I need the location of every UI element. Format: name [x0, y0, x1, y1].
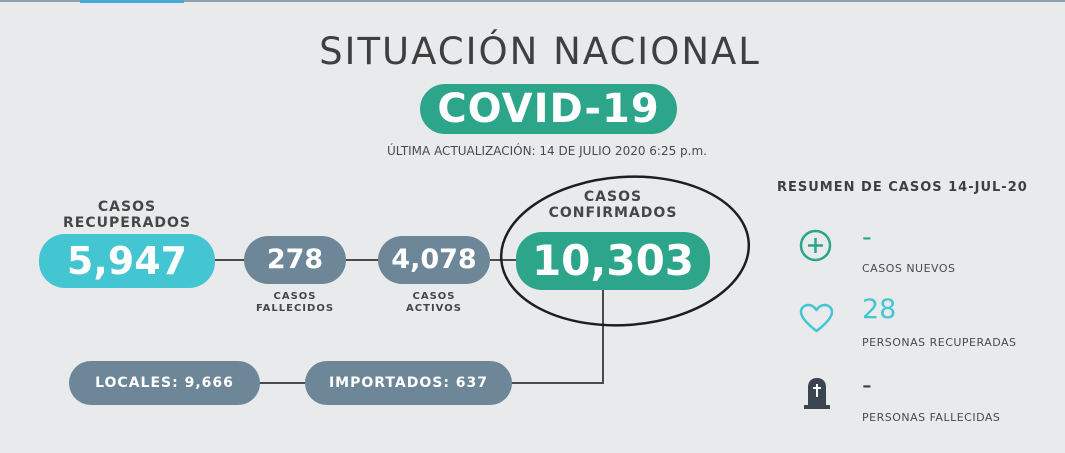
- confirmed-label: CASOS CONFIRMADOS: [548, 189, 678, 221]
- active-value-pill: 4,078: [378, 236, 490, 284]
- recovered-label: CASOS RECUPERADOS: [62, 199, 192, 231]
- page-title: SITUACIÓN NACIONAL: [319, 30, 761, 73]
- plus-circle-icon: [799, 229, 832, 262]
- last-updated-text: ÚLTIMA ACTUALIZACIÓN: 14 DE JULIO 2020 6…: [387, 144, 707, 158]
- top-accent-bar: [80, 0, 184, 3]
- active-label: CASOS ACTIVOS: [406, 291, 462, 314]
- recovered-today-label: PERSONAS RECUPERADAS: [862, 336, 1017, 349]
- deceased-today-label: PERSONAS FALLECIDAS: [862, 411, 1001, 424]
- deceased-value-pill: 278: [244, 236, 346, 284]
- recovered-value-pill: 5,947: [39, 234, 215, 288]
- covid-badge: COVID-19: [420, 84, 677, 134]
- summary-title: RESUMEN DE CASOS 14-JUL-20: [777, 180, 1028, 195]
- deceased-today-value: -: [862, 370, 872, 401]
- confirmed-value-pill: 10,303: [516, 232, 710, 290]
- top-border: [0, 0, 1065, 2]
- new-cases-label: CASOS NUEVOS: [862, 262, 956, 275]
- connector-confirmed-importados: [511, 290, 604, 384]
- importados-pill: IMPORTADOS: 637: [305, 361, 512, 405]
- locales-pill: LOCALES: 9,666: [69, 361, 260, 405]
- tombstone-icon: [804, 378, 830, 409]
- heart-icon: [799, 303, 834, 333]
- recovered-today-value: 28: [862, 294, 897, 325]
- new-cases-value: -: [862, 222, 872, 253]
- deceased-label: CASOS FALLECIDOS: [255, 291, 335, 314]
- confirmed-circle-highlight: [499, 175, 751, 327]
